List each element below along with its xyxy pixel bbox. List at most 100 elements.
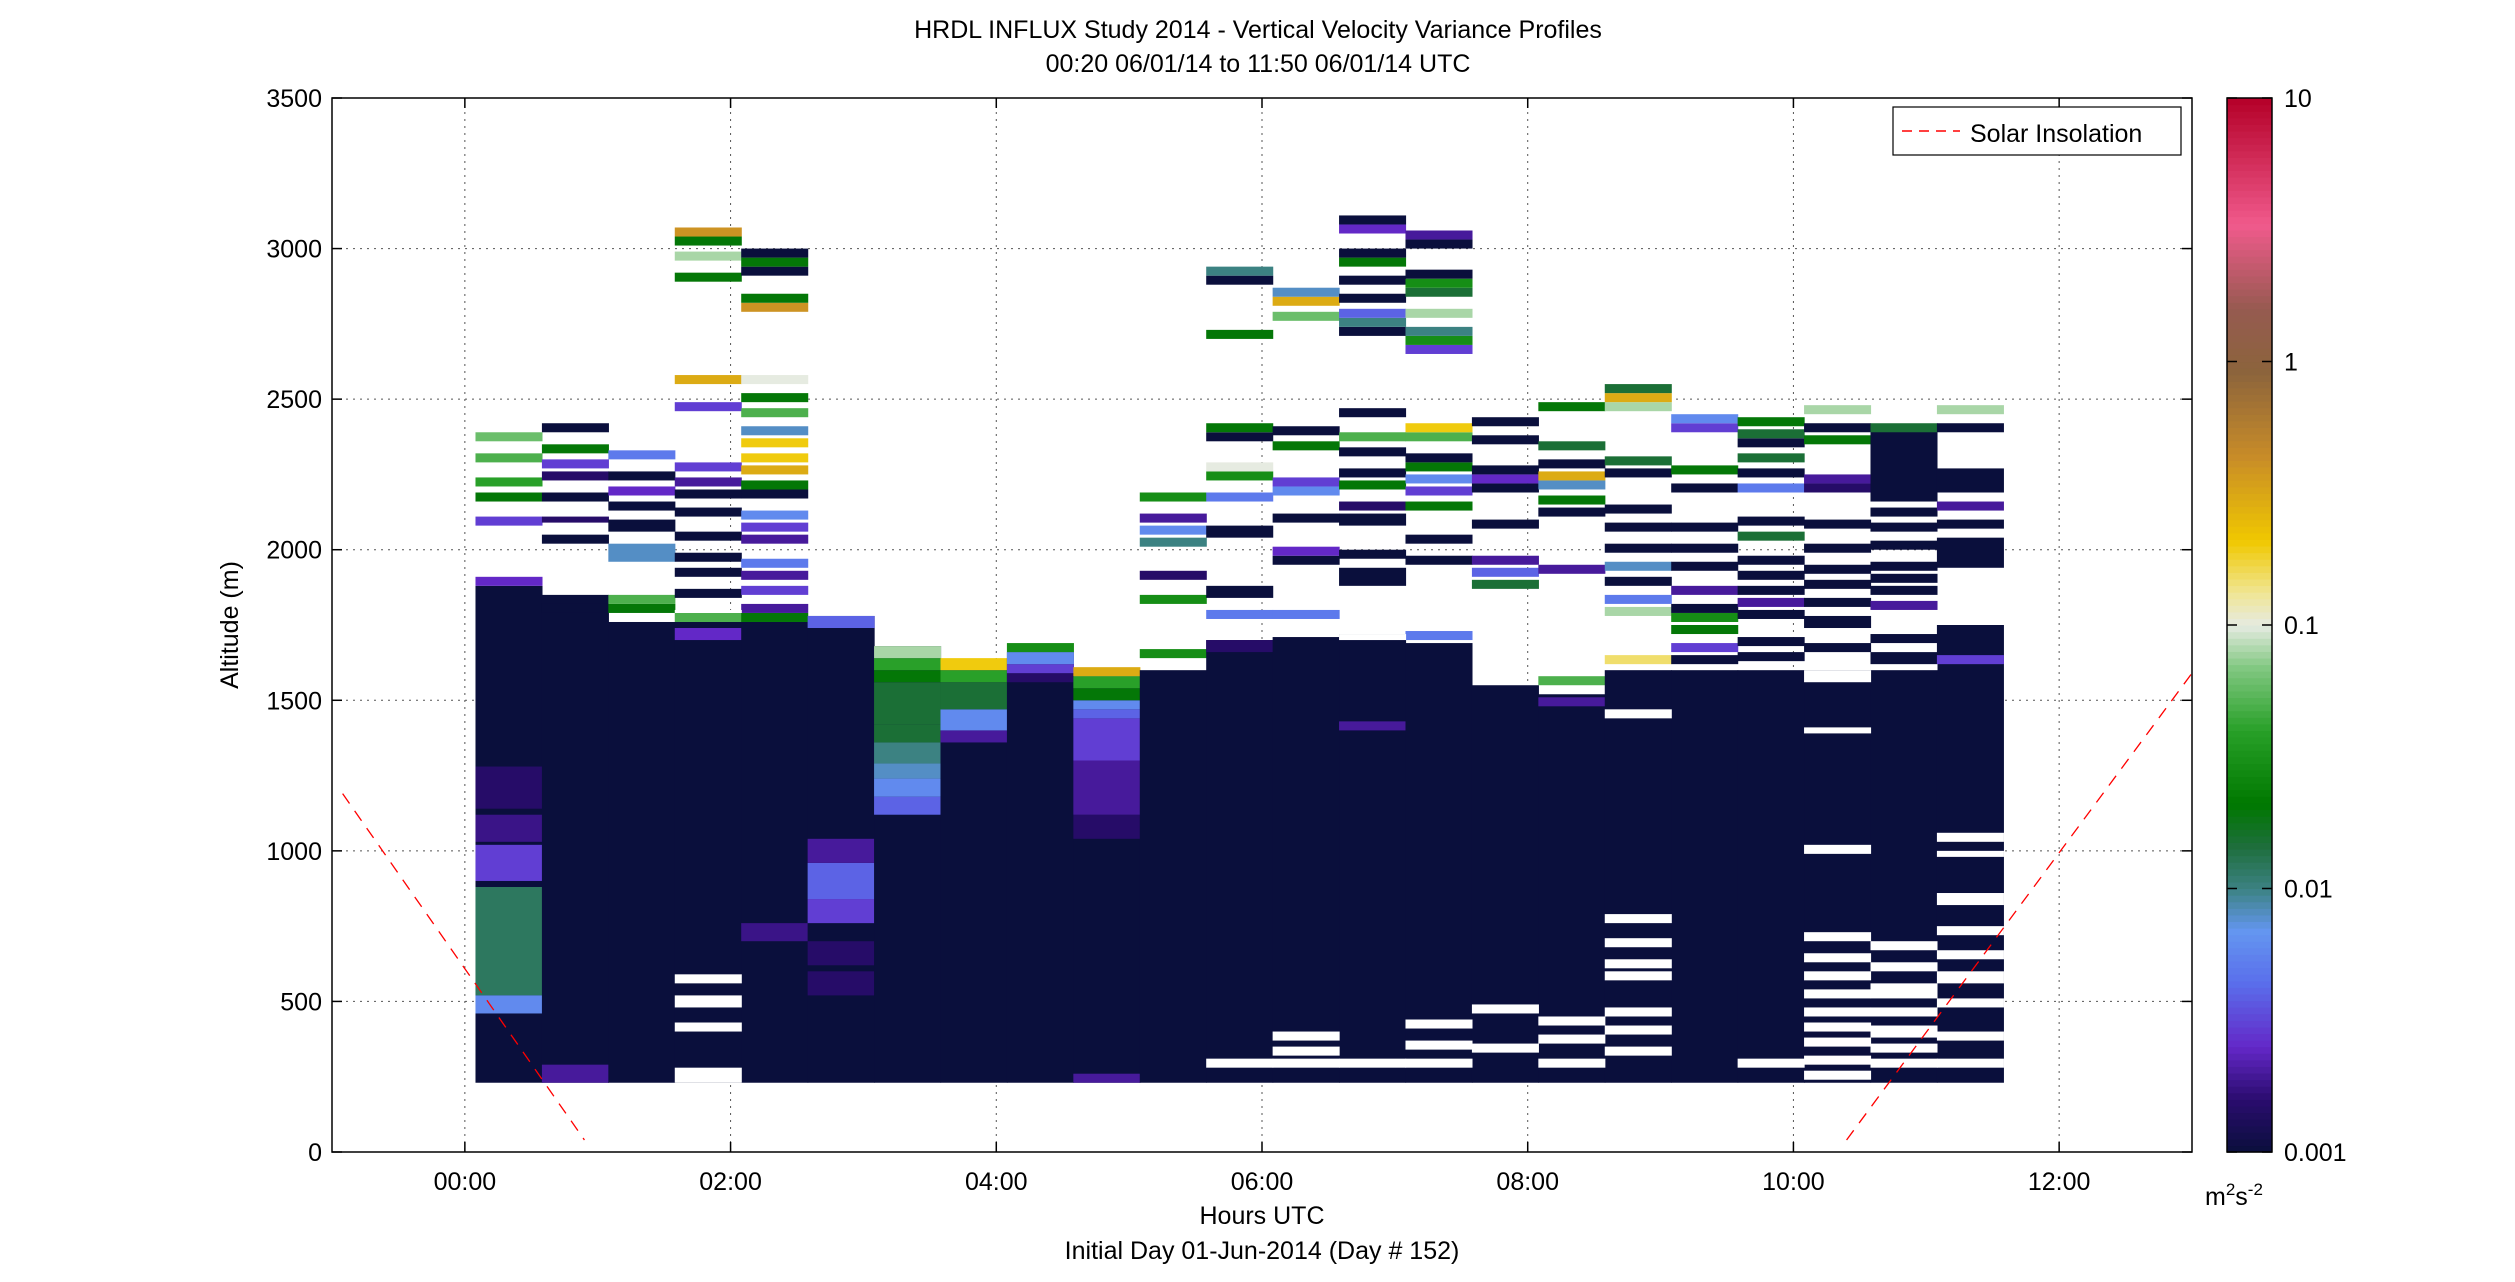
- profile-cell: [1471, 685, 1539, 1083]
- profile-cell: [1604, 670, 1672, 1083]
- missing-data-gap: [1804, 971, 1872, 981]
- x-tick-label: 10:00: [1762, 1168, 1825, 1196]
- colorbar-band: [2227, 256, 2272, 264]
- missing-data-gap: [1804, 932, 1872, 942]
- colorbar-band: [2227, 730, 2272, 738]
- profile-cell-upper: [1671, 543, 1739, 553]
- missing-data-gap: [1870, 1025, 1938, 1038]
- colorbar-band: [2227, 209, 2272, 218]
- profile-cell-upper: [1272, 546, 1340, 556]
- profile-cell-upper: [1139, 525, 1207, 535]
- profile-cell-upper: [608, 603, 676, 613]
- colorbar-band: [2227, 855, 2272, 863]
- profile-cell-upper: [1339, 257, 1407, 267]
- profile-cell-upper: [1405, 555, 1473, 565]
- profile-cell-upper: [1538, 507, 1606, 517]
- colorbar-band: [2227, 895, 2272, 903]
- profile-cell: [1006, 652, 1074, 665]
- colorbar: [2227, 98, 2272, 1153]
- colorbar-band: [2227, 229, 2272, 237]
- profile-cell-upper: [608, 519, 676, 532]
- colorbar-band: [2227, 868, 2272, 876]
- profile-cell: [741, 621, 809, 1083]
- colorbar-band: [2227, 684, 2272, 692]
- profile-cell-upper: [541, 516, 609, 523]
- colorbar-band: [2227, 1000, 2272, 1008]
- profile-cell-upper: [674, 489, 742, 499]
- colorbar-band: [2227, 743, 2272, 751]
- missing-data-gap: [1604, 1025, 1672, 1035]
- missing-data-gap: [1936, 893, 2004, 906]
- colorbar-band: [2227, 526, 2272, 534]
- profile-cell-upper: [1405, 423, 1473, 433]
- profile-cell-upper: [1604, 522, 1672, 532]
- missing-data-gap: [1936, 1058, 2004, 1068]
- profile-cell-upper: [1737, 516, 1805, 526]
- x-tick-label: 00:00: [434, 1168, 497, 1196]
- profile-cell-upper: [1272, 555, 1340, 565]
- colorbar-band: [2227, 1007, 2272, 1015]
- profile-cell-upper: [1671, 483, 1739, 493]
- colorbar-tick-label: 0.1: [2284, 612, 2319, 640]
- colorbar-band: [2227, 848, 2272, 857]
- profile-cell-upper: [1405, 230, 1473, 240]
- profile-cell-upper: [1405, 474, 1473, 484]
- profile-cell-upper: [475, 516, 543, 526]
- profile-cell-upper: [1405, 486, 1473, 496]
- profile-cell-upper: [1936, 501, 2004, 511]
- profile-cell-upper: [1804, 615, 1872, 629]
- profile-cell: [807, 862, 875, 900]
- profile-cell-upper: [741, 558, 809, 568]
- profile-cell-upper: [1405, 278, 1473, 288]
- profile-cell-upper: [1405, 501, 1473, 511]
- profile-cell-upper: [1604, 402, 1672, 412]
- profile-cell-upper: [1737, 468, 1805, 478]
- profile-cell: [874, 796, 942, 815]
- missing-data-gap: [674, 995, 742, 1008]
- colorbar-band: [2227, 611, 2272, 620]
- missing-data-gap: [1804, 953, 1872, 963]
- profile-cell: [874, 682, 942, 725]
- colorbar-band: [2227, 842, 2272, 850]
- profile-cell: [1073, 676, 1141, 689]
- profile-cell-upper: [1272, 441, 1340, 451]
- profile-cell-upper: [1737, 585, 1805, 595]
- colorbar-band: [2227, 789, 2272, 797]
- solar-insolation-line: [342, 793, 585, 1141]
- profile-cell-upper: [1671, 643, 1739, 653]
- x-axis-sublabel: Initial Day 01-Jun-2014 (Day # 152): [1065, 1237, 1460, 1265]
- profile-cell: [1073, 1073, 1141, 1083]
- colorbar-band: [2227, 914, 2272, 923]
- profile-cell-upper: [1272, 287, 1340, 297]
- profile-cell: [1405, 643, 1473, 1083]
- profile-cell-upper: [674, 402, 742, 412]
- profile-cell: [475, 766, 543, 809]
- colorbar-band: [2227, 368, 2272, 376]
- axis-ticks: 00:00 02:00 04:00 06:00 08:00 10:00 12:00 0 500 1…: [266, 85, 2192, 1196]
- missing-data-gap: [1737, 1058, 1805, 1068]
- colorbar-band: [2227, 862, 2272, 870]
- profile-cell-upper: [1339, 408, 1407, 418]
- colorbar-band: [2227, 111, 2272, 119]
- missing-data-gap: [1604, 1046, 1672, 1056]
- colorbar-band: [2227, 163, 2272, 172]
- profile-cell: [940, 730, 1008, 743]
- profile-cell-upper: [1538, 676, 1606, 686]
- missing-data-gap: [1538, 1016, 1606, 1026]
- profile-cell-upper: [1206, 471, 1274, 481]
- profile-cell-upper: [1339, 513, 1407, 526]
- missing-data-gap: [1936, 850, 2004, 857]
- profile-cell-upper: [1870, 540, 1938, 550]
- profile-cell-upper: [741, 393, 809, 403]
- profile-cell-upper: [1339, 447, 1407, 457]
- profile-cell-upper: [674, 375, 742, 385]
- chart-title: HRDL INFLUX Study 2014 - Vertical Veloci…: [914, 16, 1602, 44]
- colorbar-band: [2227, 493, 2272, 501]
- profile-cell-upper: [1405, 344, 1473, 354]
- profile-cell-upper: [1206, 525, 1274, 538]
- profile-cell-upper: [1405, 269, 1473, 279]
- profile-cell-upper: [741, 293, 809, 303]
- colorbar-tick-label: 0.001: [2284, 1139, 2347, 1167]
- colorbar-unit-exp-2: -2: [2248, 1180, 2263, 1199]
